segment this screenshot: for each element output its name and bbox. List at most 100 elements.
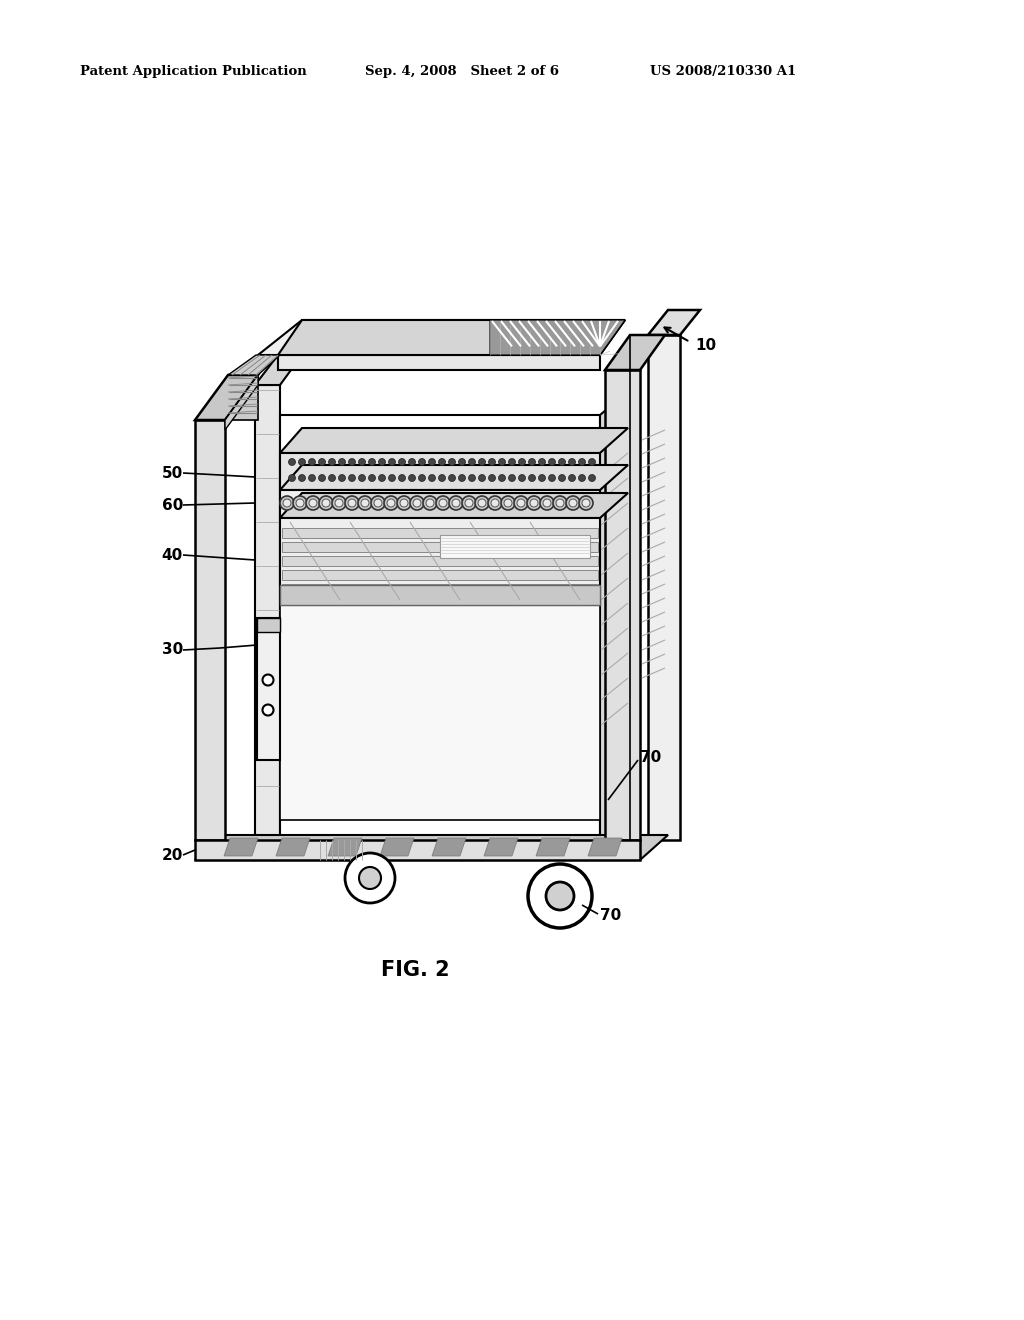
Polygon shape: [257, 618, 280, 632]
Circle shape: [517, 499, 525, 507]
Circle shape: [423, 496, 437, 510]
Circle shape: [345, 496, 359, 510]
Circle shape: [409, 474, 416, 482]
Circle shape: [379, 458, 385, 466]
Circle shape: [428, 458, 435, 466]
Circle shape: [553, 496, 567, 510]
Polygon shape: [282, 543, 598, 552]
Circle shape: [388, 458, 395, 466]
Circle shape: [475, 496, 489, 510]
Polygon shape: [280, 414, 600, 840]
Circle shape: [413, 499, 421, 507]
Circle shape: [589, 458, 596, 466]
Circle shape: [369, 458, 376, 466]
Circle shape: [540, 496, 554, 510]
Circle shape: [579, 496, 593, 510]
Circle shape: [452, 499, 460, 507]
Circle shape: [509, 474, 515, 482]
Circle shape: [388, 474, 395, 482]
Circle shape: [262, 675, 273, 685]
Circle shape: [329, 474, 336, 482]
Polygon shape: [276, 838, 310, 855]
Circle shape: [549, 474, 555, 482]
Circle shape: [306, 496, 319, 510]
Circle shape: [539, 474, 546, 482]
Polygon shape: [600, 389, 630, 840]
Polygon shape: [280, 465, 628, 490]
Circle shape: [469, 458, 475, 466]
Circle shape: [384, 496, 398, 510]
Circle shape: [582, 499, 590, 507]
Circle shape: [358, 496, 372, 510]
Circle shape: [478, 474, 485, 482]
Circle shape: [369, 474, 376, 482]
Circle shape: [459, 458, 466, 466]
Circle shape: [419, 474, 426, 482]
Text: 70: 70: [640, 751, 662, 766]
Circle shape: [339, 474, 345, 482]
Circle shape: [436, 496, 450, 510]
Text: FIG. 2: FIG. 2: [381, 960, 450, 979]
Polygon shape: [282, 583, 598, 594]
Polygon shape: [282, 528, 598, 539]
Polygon shape: [255, 385, 280, 840]
Circle shape: [419, 458, 426, 466]
Circle shape: [329, 458, 336, 466]
Circle shape: [348, 458, 355, 466]
Polygon shape: [380, 838, 414, 855]
Circle shape: [569, 499, 577, 507]
Circle shape: [530, 499, 538, 507]
Circle shape: [490, 499, 499, 507]
Polygon shape: [257, 618, 280, 760]
Circle shape: [488, 458, 496, 466]
Polygon shape: [280, 585, 600, 605]
Circle shape: [359, 867, 381, 888]
Circle shape: [426, 499, 434, 507]
Circle shape: [438, 458, 445, 466]
Polygon shape: [278, 355, 600, 370]
Circle shape: [478, 499, 486, 507]
Circle shape: [527, 496, 541, 510]
Circle shape: [348, 499, 356, 507]
Circle shape: [558, 474, 565, 482]
Circle shape: [462, 496, 476, 510]
Circle shape: [539, 458, 546, 466]
Text: 40: 40: [162, 548, 183, 562]
Circle shape: [280, 496, 294, 510]
Circle shape: [371, 496, 385, 510]
Circle shape: [528, 865, 592, 928]
Circle shape: [528, 474, 536, 482]
Circle shape: [345, 853, 395, 903]
Circle shape: [549, 458, 555, 466]
Polygon shape: [195, 375, 258, 420]
Circle shape: [459, 474, 466, 482]
Polygon shape: [280, 428, 628, 453]
Circle shape: [262, 705, 273, 715]
Circle shape: [318, 458, 326, 466]
Circle shape: [400, 499, 408, 507]
Circle shape: [504, 499, 512, 507]
Circle shape: [283, 499, 291, 507]
Circle shape: [546, 882, 574, 909]
Circle shape: [361, 499, 369, 507]
Circle shape: [478, 458, 485, 466]
Polygon shape: [195, 840, 640, 861]
Circle shape: [449, 474, 456, 482]
Polygon shape: [228, 355, 280, 375]
Text: 10: 10: [695, 338, 716, 352]
Polygon shape: [225, 375, 258, 430]
Circle shape: [514, 496, 528, 510]
Polygon shape: [280, 490, 600, 517]
Circle shape: [348, 474, 355, 482]
Circle shape: [469, 474, 475, 482]
Polygon shape: [282, 570, 598, 579]
Polygon shape: [490, 319, 625, 355]
Polygon shape: [282, 556, 598, 566]
Circle shape: [488, 496, 502, 510]
Polygon shape: [255, 355, 302, 385]
Polygon shape: [648, 335, 680, 840]
Polygon shape: [588, 838, 622, 855]
Polygon shape: [280, 453, 600, 490]
Circle shape: [579, 458, 586, 466]
Polygon shape: [432, 838, 466, 855]
